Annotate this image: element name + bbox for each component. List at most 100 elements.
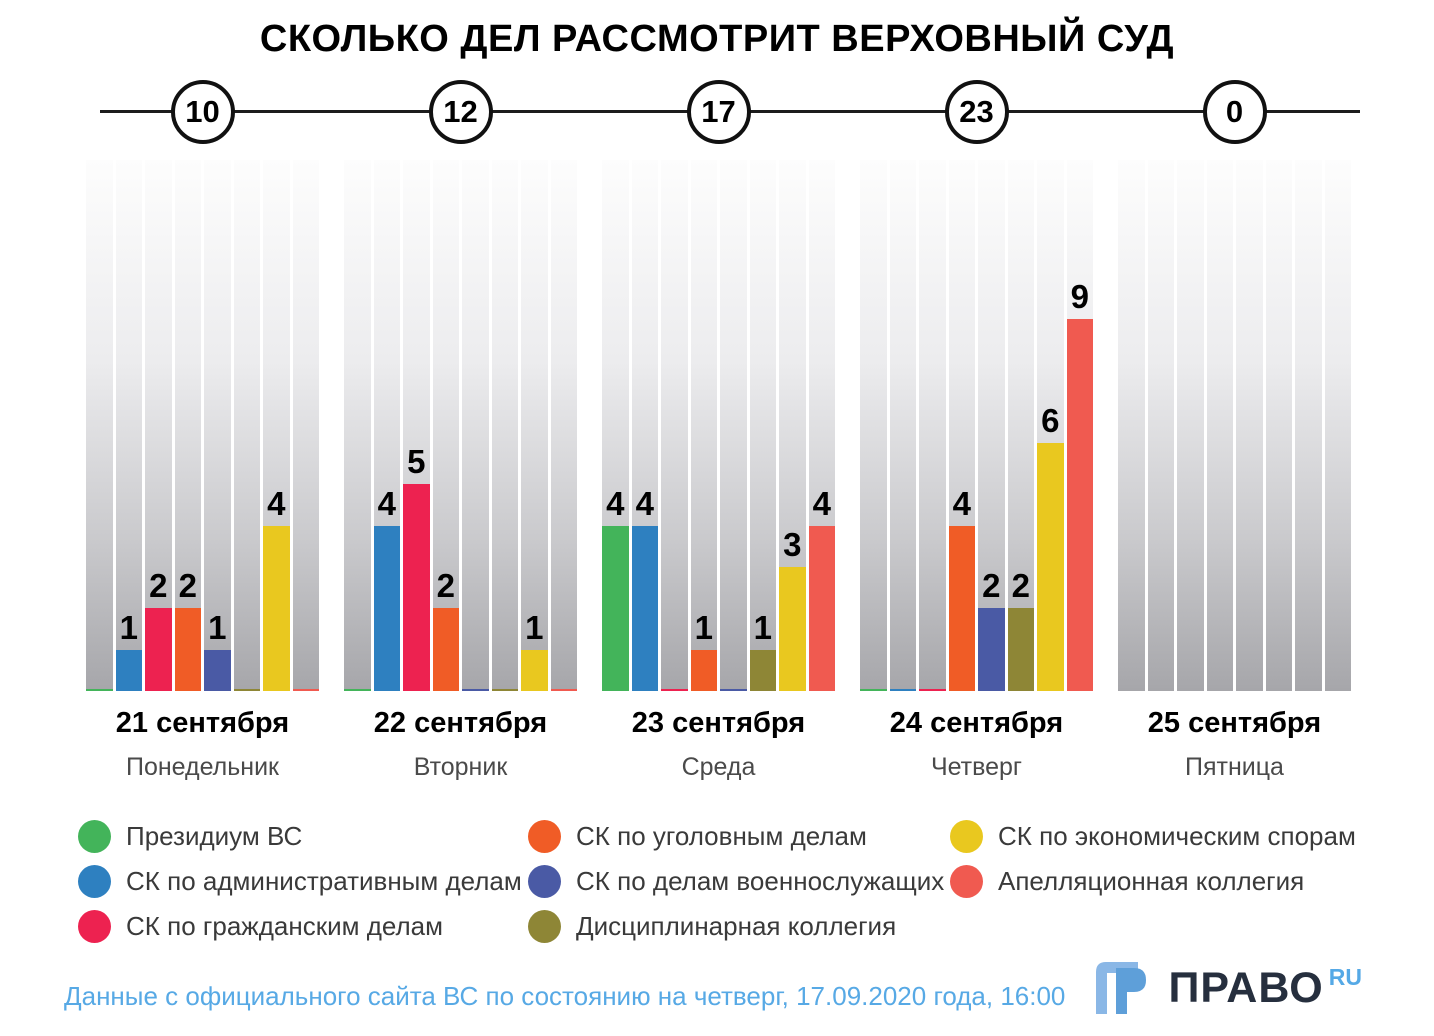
bar-value-label: 2: [178, 567, 197, 604]
bar-zero-sliver: [720, 689, 747, 691]
column-slot: [720, 160, 747, 691]
bar-value-label: 1: [208, 609, 227, 646]
legend-color-dot: [950, 820, 983, 853]
column-slot: 9: [1066, 160, 1093, 691]
timeline-total-badge: 0: [1202, 80, 1267, 144]
bar-series-4: [948, 526, 975, 691]
column-slot: [1206, 160, 1233, 691]
bar-series-4: [174, 608, 201, 691]
date-label: 21 сентября: [115, 707, 290, 739]
column-slot: [1265, 160, 1292, 691]
bar-series-4: [690, 650, 717, 691]
bar-zero-sliver: [86, 689, 113, 691]
column-slot: 2: [1007, 160, 1034, 691]
day-panel-5: [1118, 160, 1351, 691]
bar-value-label: 5: [407, 443, 426, 480]
column-slot: [1236, 160, 1263, 691]
weekday-label: Четверг: [930, 753, 1023, 781]
bar-zero-sliver: [661, 689, 688, 691]
date-label: 25 сентября: [1147, 707, 1322, 739]
source-note: Данные с официального сайта ВС по состоя…: [64, 981, 1066, 1011]
column-slot: [550, 160, 577, 691]
bar-value-label: 3: [783, 526, 802, 563]
column-slot: 4: [263, 160, 290, 691]
legend-color-dot: [528, 910, 561, 943]
bar-series-7: [779, 567, 806, 691]
legend-label: Дисциплинарная коллегия: [576, 911, 897, 941]
timeline-total-badge: 23: [944, 80, 1009, 144]
column-slot: 1: [521, 160, 548, 691]
column-slot: 4: [602, 160, 629, 691]
weekday-label: Пятница: [1185, 753, 1284, 781]
legend-item: Апелляционная коллегия: [950, 865, 1304, 898]
page-title: СКОЛЬКО ДЕЛ РАССМОТРИТ ВЕРХОВНЫЙ СУД: [259, 18, 1175, 60]
pravo-ru-logo: ПРАВО RU: [1094, 960, 1362, 1016]
bar-value-label: 1: [694, 609, 713, 646]
bar-value-label: 1: [525, 609, 544, 646]
bar-series-8: [1066, 319, 1093, 691]
column-slot: [233, 160, 260, 691]
bar-zero-sliver: [550, 689, 577, 691]
bar-series-5: [978, 608, 1005, 691]
bar-value-label: 4: [812, 485, 831, 522]
column-slot: [344, 160, 371, 691]
column-slot: 2: [432, 160, 459, 691]
bar-series-2: [373, 526, 400, 691]
bar-zero-sliver: [860, 689, 887, 691]
column-slot: 3: [779, 160, 806, 691]
legend-label: СК по экономическим спорам: [998, 821, 1356, 851]
column-slot: 1: [115, 160, 142, 691]
bar-value-label: 4: [635, 485, 654, 522]
bar-zero-sliver: [344, 689, 371, 691]
bar-series-4: [432, 608, 459, 691]
legend-label: СК по административным делам: [126, 866, 522, 896]
bar-zero-sliver: [233, 689, 260, 691]
column-slot: 2: [174, 160, 201, 691]
column-slot: [462, 160, 489, 691]
legend-color-dot: [528, 865, 561, 898]
column-slot: 2: [145, 160, 172, 691]
bar-zero-sliver: [491, 689, 518, 691]
bar-series-1: [602, 526, 629, 691]
legend-item: СК по административным делам: [78, 865, 522, 898]
bar-series-7: [521, 650, 548, 691]
legend-item: СК по уголовным делам: [528, 820, 867, 853]
column-slot: [86, 160, 113, 691]
legend-color-dot: [78, 910, 111, 943]
weekday-label: Понедельник: [125, 753, 279, 781]
column-slot: 4: [948, 160, 975, 691]
bar-value-label: 2: [149, 567, 168, 604]
bar-series-7: [263, 526, 290, 691]
timeline-total-badge: 17: [686, 80, 751, 144]
bar-series-5: [204, 650, 231, 691]
column-slot: [1147, 160, 1174, 691]
bar-value-label: 4: [952, 485, 971, 522]
timeline-total-badge: 10: [170, 80, 235, 144]
column-slot: 5: [403, 160, 430, 691]
legend-label: СК по гражданским делам: [126, 911, 443, 941]
bar-value-label: 4: [606, 485, 625, 522]
bar-series-3: [145, 608, 172, 691]
bar-value-label: 2: [436, 567, 455, 604]
timeline-total-badge: 12: [428, 80, 493, 144]
column-slot: 1: [690, 160, 717, 691]
legend-item: СК по гражданским делам: [78, 910, 443, 943]
logo-text: ПРАВО: [1168, 963, 1324, 1012]
column-slot: [919, 160, 946, 691]
weekday-label: Вторник: [413, 753, 508, 781]
bar-value-label: 1: [119, 609, 138, 646]
legend-color-dot: [528, 820, 561, 853]
bar-zero-sliver: [462, 689, 489, 691]
column-slot: [1118, 160, 1145, 691]
bar-series-2: [631, 526, 658, 691]
column-slot: [889, 160, 916, 691]
legend-item: Президиум ВС: [78, 820, 302, 853]
bar-series-8: [808, 526, 835, 691]
column-slot: 1: [204, 160, 231, 691]
legend-label: СК по делам военнослужащих: [576, 866, 945, 896]
bar-series-2: [115, 650, 142, 691]
